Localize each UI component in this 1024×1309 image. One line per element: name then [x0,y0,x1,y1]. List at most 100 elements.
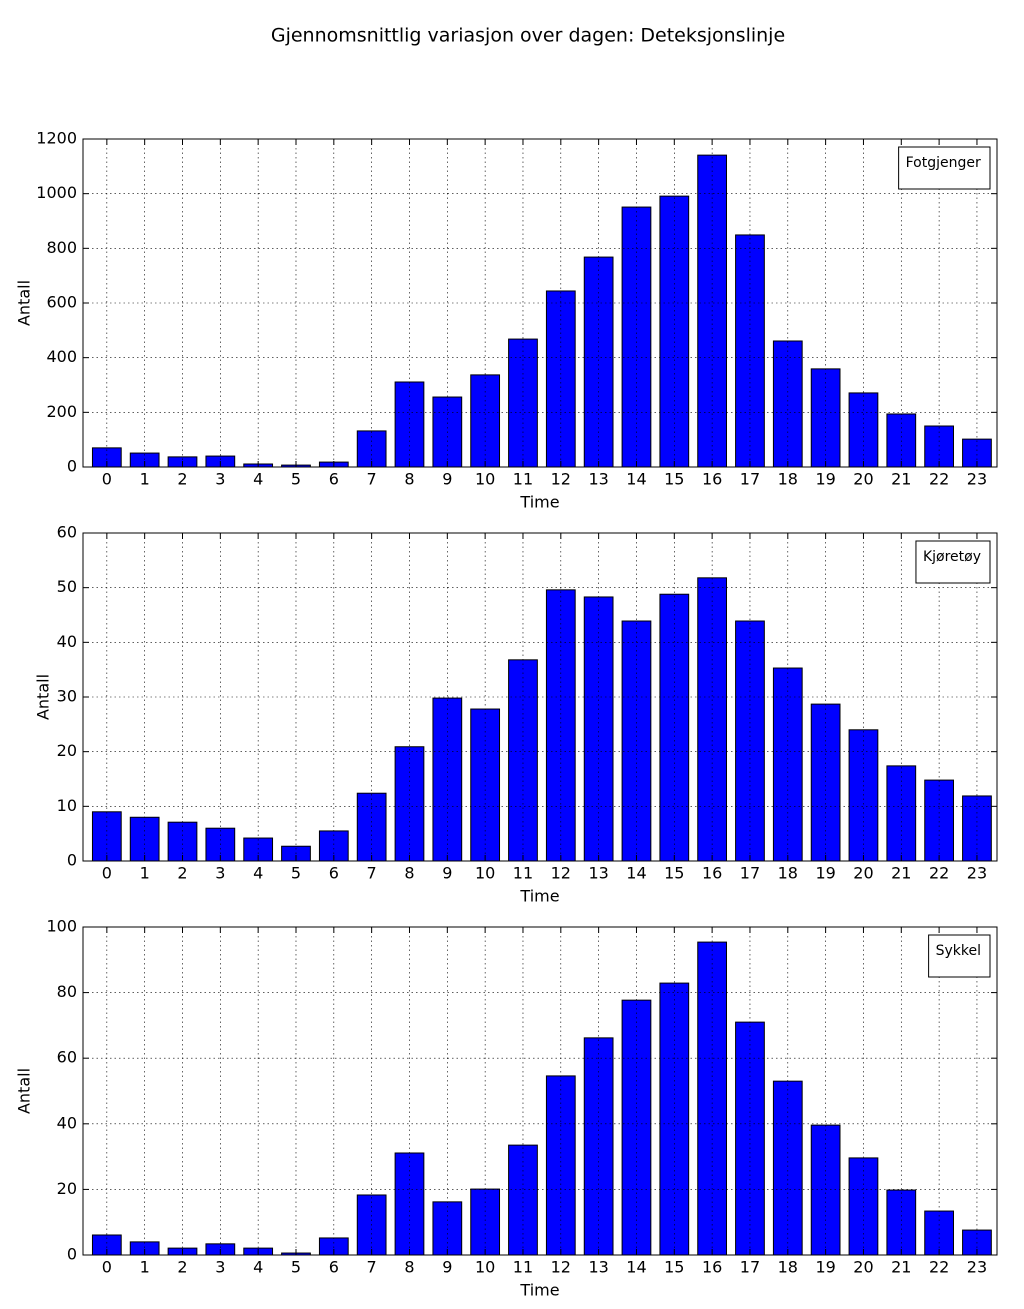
x-tick-label: 6 [329,1258,339,1277]
bar [545,589,576,862]
bar [583,1037,614,1256]
y-tick-label: 0 [67,851,77,870]
y-tick-label: 600 [46,293,77,312]
bar [772,1080,803,1256]
y-tick-label: 1000 [36,183,77,202]
x-tick-label: 9 [442,1258,452,1277]
x-tick-label: 18 [778,470,798,489]
bar [924,779,954,862]
x-tick-label: 12 [551,1258,571,1277]
bar [508,338,538,468]
x-tick-label: 2 [177,470,187,489]
x-tick-label: 6 [329,864,339,883]
x-tick-label: 0 [102,470,112,489]
x-tick-label: 8 [404,864,414,883]
x-tick-label: 0 [102,864,112,883]
bar [810,368,841,468]
x-tick-label: 14 [626,470,646,489]
bar [659,195,690,468]
legend-box [915,540,991,584]
x-tick-label: 22 [929,864,949,883]
x-tick-label: 17 [740,470,760,489]
x-tick-label: 4 [253,1258,263,1277]
y-tick-label: 1200 [36,129,77,148]
x-tick-label: 10 [475,864,495,883]
x-axis-label: Time [519,1281,559,1300]
x-tick-label: 13 [588,470,608,489]
x-tick-label: 16 [702,1258,722,1277]
x-axis-label: Time [519,493,559,512]
x-tick-label: 3 [215,470,225,489]
plot-frame [82,138,998,468]
x-tick-label: 20 [853,864,873,883]
legend-box [898,146,991,190]
x-tick-label: 3 [215,864,225,883]
bar [886,1189,917,1256]
y-tick-label: 20 [57,1179,77,1198]
y-tick-label: 800 [46,238,77,257]
bar [962,795,992,862]
x-tick-label: 3 [215,1258,225,1277]
y-tick-label: 60 [57,1048,77,1067]
x-tick-label: 20 [853,1258,873,1277]
x-tick-label: 21 [891,1258,911,1277]
x-tick-label: 4 [253,864,263,883]
y-tick-label: 40 [57,632,77,651]
x-tick-label: 11 [513,1258,533,1277]
x-tick-label: 9 [442,470,452,489]
legend: Kjøretøy [915,540,991,584]
bar [772,667,803,862]
x-tick-label: 12 [551,864,571,883]
x-tick-label: 7 [367,1258,377,1277]
y-tick-label: 400 [46,347,77,366]
x-tick-label: 21 [891,470,911,489]
bar [697,577,728,862]
x-tick-label: 18 [778,864,798,883]
y-axis-label: Antall [34,674,53,720]
bar [470,374,501,468]
x-tick-label: 15 [664,864,684,883]
x-tick-label: 6 [329,470,339,489]
x-tick-label: 17 [740,1258,760,1277]
x-tick-label: 14 [626,1258,646,1277]
bar [848,392,879,468]
x-tick-label: 13 [588,864,608,883]
x-tick-label: 23 [967,1258,987,1277]
x-axis-label: Time [519,887,559,906]
y-tick-label: 10 [57,796,77,815]
x-tick-label: 18 [778,1258,798,1277]
x-tick-label: 12 [551,470,571,489]
y-tick-label: 40 [57,1113,77,1132]
x-tick-label: 1 [140,864,150,883]
x-tick-label: 2 [177,864,187,883]
x-tick-label: 22 [929,1258,949,1277]
x-tick-label: 11 [513,864,533,883]
x-tick-label: 17 [740,864,760,883]
x-tick-label: 1 [140,470,150,489]
y-tick-label: 50 [57,577,77,596]
legend: Fotgjenger [898,146,991,190]
bar [167,821,198,862]
x-tick-label: 15 [664,1258,684,1277]
bar [659,982,690,1256]
x-tick-label: 16 [702,470,722,489]
x-tick-label: 19 [815,864,835,883]
x-tick-label: 10 [475,470,495,489]
bar [470,1188,501,1256]
x-tick-label: 21 [891,864,911,883]
x-tick-label: 20 [853,470,873,489]
x-tick-label: 19 [815,470,835,489]
figure-title: Gjennomsnittlig variasjon over dagen: De… [271,25,785,47]
x-tick-label: 1 [140,1258,150,1277]
bar [621,999,652,1256]
y-tick-label: 30 [57,687,77,706]
x-tick-label: 5 [291,1258,301,1277]
x-tick-label: 10 [475,1258,495,1277]
x-tick-label: 14 [626,864,646,883]
x-tick-label: 0 [102,1258,112,1277]
bar [356,792,387,862]
x-tick-label: 7 [367,864,377,883]
x-tick-label: 8 [404,470,414,489]
y-tick-label: 0 [67,457,77,476]
